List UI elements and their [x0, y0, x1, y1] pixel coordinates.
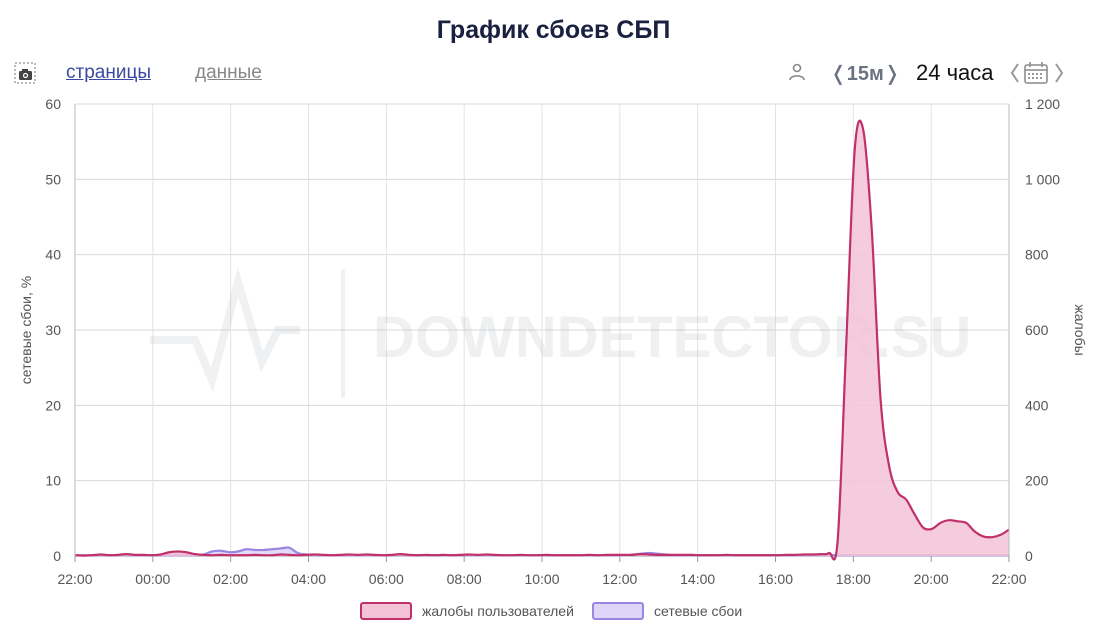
chart-axes: 0 0 10 200 20 400 30 600 40 800 50 1 000 60 1 200 22:0…: [45, 96, 1060, 587]
series-network-line: [75, 546, 1009, 557]
pages-link[interactable]: страницы: [66, 62, 151, 83]
calendar-icon[interactable]: [1010, 60, 1064, 86]
series-complaints-area: [75, 120, 1009, 560]
chart-legend: жалобы пользователей сетевые сбои: [0, 601, 1107, 623]
x-tick-label: 12:00: [602, 571, 637, 587]
y-tick-left: 50: [45, 171, 61, 187]
camera-icon[interactable]: [14, 62, 36, 84]
legend-label-complaints: жалобы пользователей: [422, 603, 574, 619]
y-tick-right: 400: [1025, 397, 1049, 413]
data-link[interactable]: данные: [195, 62, 262, 83]
y-tick-left: 20: [45, 397, 61, 413]
y-axis-label-left: сетевые сбои, %: [18, 276, 34, 384]
x-tick-label: 20:00: [914, 571, 949, 587]
y-tick-left: 30: [45, 322, 61, 338]
y-tick-right: 1 200: [1025, 96, 1060, 112]
x-tick-label: 00:00: [135, 571, 170, 587]
y-tick-left: 10: [45, 473, 61, 489]
range-label[interactable]: 24 часа: [916, 60, 994, 85]
legend-swatch-network: [592, 602, 644, 620]
legend-label-network: сетевые сбои: [654, 603, 743, 619]
x-tick-label: 04:00: [291, 571, 326, 587]
x-tick-label: 08:00: [447, 571, 482, 587]
chart-toolbar: страницы данные ❬15м❭ 24 часа: [0, 58, 1107, 88]
y-tick-right: 0: [1025, 548, 1033, 564]
x-tick-label: 06:00: [369, 571, 404, 587]
x-tick-label: 16:00: [758, 571, 793, 587]
y-tick-right: 200: [1025, 473, 1049, 489]
chart-grid: [74, 103, 1010, 557]
y-axis-label-right: жалобы: [1072, 304, 1088, 355]
series-complaints-line: [74, 119, 1010, 561]
watermark: DOWNDETECTOR.SU: [150, 267, 971, 398]
x-tick-label: 22:00: [57, 571, 92, 587]
series-network-area: [75, 547, 1009, 556]
y-tick-right: 1 000: [1025, 171, 1060, 187]
y-tick-right: 600: [1025, 322, 1049, 338]
y-tick-right: 800: [1025, 247, 1049, 263]
y-tick-left: 40: [45, 247, 61, 263]
legend-item-network[interactable]: сетевые сбои: [592, 601, 742, 621]
y-tick-left: 60: [45, 96, 61, 112]
x-tick-label: 02:00: [213, 571, 248, 587]
page-title: График сбоев СБП: [436, 16, 671, 44]
interval-selector[interactable]: ❬15м❭: [830, 63, 901, 85]
x-tick-label: 22:00: [991, 571, 1026, 587]
y-tick-left: 0: [53, 548, 61, 564]
chart-series: [74, 119, 1010, 561]
legend-swatch-complaints: [360, 602, 412, 620]
legend-item-complaints[interactable]: жалобы пользователей: [360, 601, 574, 621]
x-tick-label: 14:00: [680, 571, 715, 587]
x-tick-label: 18:00: [836, 571, 871, 587]
user-icon[interactable]: [788, 62, 806, 82]
watermark-text: DOWNDETECTOR.SU: [373, 305, 971, 370]
x-tick-label: 10:00: [524, 571, 559, 587]
